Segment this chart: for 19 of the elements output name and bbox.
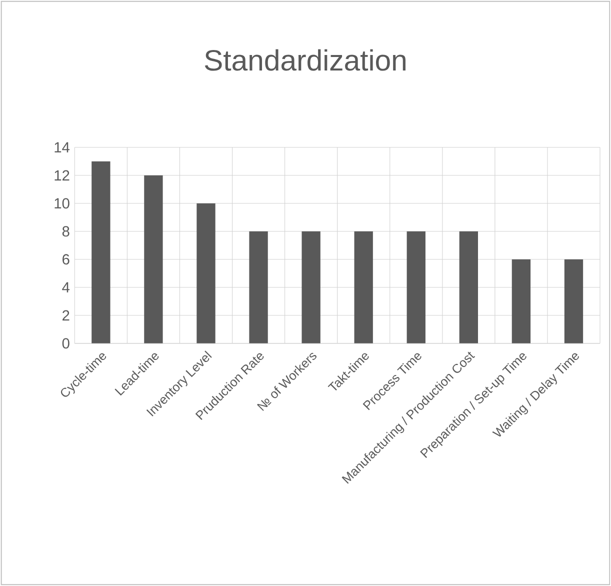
y-tick-label: 4 — [62, 282, 70, 292]
y-tick-label: 10 — [54, 198, 70, 209]
y-tick-label: 2 — [62, 310, 70, 320]
bar — [406, 231, 426, 344]
bar — [249, 231, 268, 344]
bar — [144, 175, 163, 344]
chart-title: Standardization — [204, 49, 406, 71]
bar — [512, 259, 531, 344]
y-tick-label: 12 — [54, 170, 70, 180]
bar — [459, 231, 478, 344]
bar — [354, 231, 373, 344]
bar — [92, 161, 110, 344]
bar — [302, 231, 320, 344]
y-tick-label: 0 — [62, 338, 70, 349]
y-tick-label: 14 — [54, 142, 70, 152]
bar — [196, 203, 216, 344]
bar — [564, 259, 584, 344]
y-tick-label: 8 — [62, 226, 70, 237]
y-tick-label: 6 — [62, 254, 70, 265]
